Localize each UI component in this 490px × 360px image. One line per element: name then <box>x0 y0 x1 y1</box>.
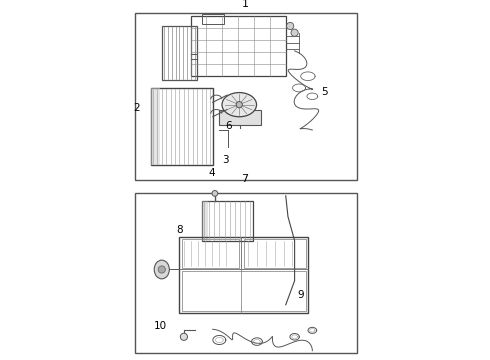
Ellipse shape <box>222 93 257 117</box>
Text: 6: 6 <box>225 121 232 131</box>
Text: 2: 2 <box>134 103 140 113</box>
Text: 9: 9 <box>297 290 304 300</box>
Bar <box>182 239 239 268</box>
Bar <box>182 271 306 311</box>
Bar <box>135 13 357 180</box>
Bar <box>201 201 252 240</box>
Bar <box>151 88 160 165</box>
Circle shape <box>180 333 188 341</box>
Text: 3: 3 <box>222 155 228 165</box>
Text: 4: 4 <box>209 168 215 178</box>
Circle shape <box>236 102 243 108</box>
Bar <box>179 238 308 313</box>
Text: 7: 7 <box>242 174 248 184</box>
Bar <box>151 88 213 165</box>
Bar <box>201 14 224 24</box>
Bar <box>220 110 261 125</box>
Circle shape <box>158 266 165 273</box>
Bar <box>201 201 208 240</box>
Circle shape <box>212 190 218 196</box>
Circle shape <box>287 22 294 30</box>
Bar <box>162 26 197 80</box>
Bar <box>244 239 306 268</box>
Text: 1: 1 <box>242 0 248 9</box>
Ellipse shape <box>154 260 170 279</box>
Text: 8: 8 <box>176 225 183 235</box>
Text: 10: 10 <box>154 321 167 331</box>
Bar <box>191 16 286 76</box>
Bar <box>135 193 357 353</box>
Circle shape <box>291 29 298 36</box>
Text: 5: 5 <box>321 87 327 97</box>
